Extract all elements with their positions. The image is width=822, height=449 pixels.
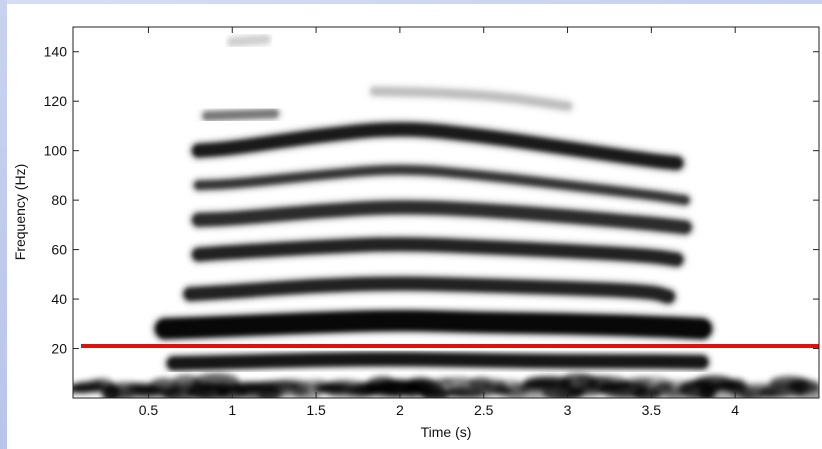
- harmonic-band: [189, 119, 687, 173]
- y-tick-label: 120: [44, 93, 68, 109]
- x-tick-label: 1.5: [306, 402, 326, 418]
- y-tick-label: 140: [44, 44, 68, 60]
- x-tick-label: 3.5: [642, 402, 662, 418]
- plot-frame: [72, 26, 820, 399]
- low-frequency-noise: [73, 373, 819, 398]
- window-left-border: [0, 0, 7, 449]
- x-tick-label: 2: [396, 402, 404, 418]
- window-top-border: [0, 0, 822, 4]
- y-tick-label: 40: [51, 291, 67, 307]
- harmonic-band: [191, 162, 693, 208]
- harmonic-band: [367, 83, 576, 114]
- y-tick-label: 20: [51, 341, 67, 357]
- x-tick-label: 4: [731, 402, 739, 418]
- x-axis: 0.5 1 1.5 2 2.5 3 3.5 4: [139, 27, 739, 418]
- harmonic-band: [224, 31, 274, 50]
- y-axis-title: Frequency (Hz): [12, 164, 28, 260]
- y-tick-label: 60: [51, 242, 67, 258]
- harmonic-band: [152, 307, 715, 342]
- x-tick-label: 0.5: [139, 402, 159, 418]
- harmonic-band: [164, 349, 712, 373]
- y-tick-label: 100: [44, 143, 68, 159]
- x-axis-title: Time (s): [421, 424, 472, 440]
- harmonic-band: [189, 197, 695, 237]
- spectrogram-layer: [73, 31, 819, 398]
- harmonic-band: [199, 106, 282, 124]
- harmonic-band: [180, 274, 678, 307]
- y-axis: 20 40 60 80 100 120 140: [44, 44, 819, 357]
- x-tick-label: 3: [564, 402, 572, 418]
- x-tick-label: 1: [228, 402, 236, 418]
- x-tick-label: 2.5: [474, 402, 494, 418]
- harmonic-band: [189, 234, 687, 269]
- y-tick-label: 80: [51, 192, 67, 208]
